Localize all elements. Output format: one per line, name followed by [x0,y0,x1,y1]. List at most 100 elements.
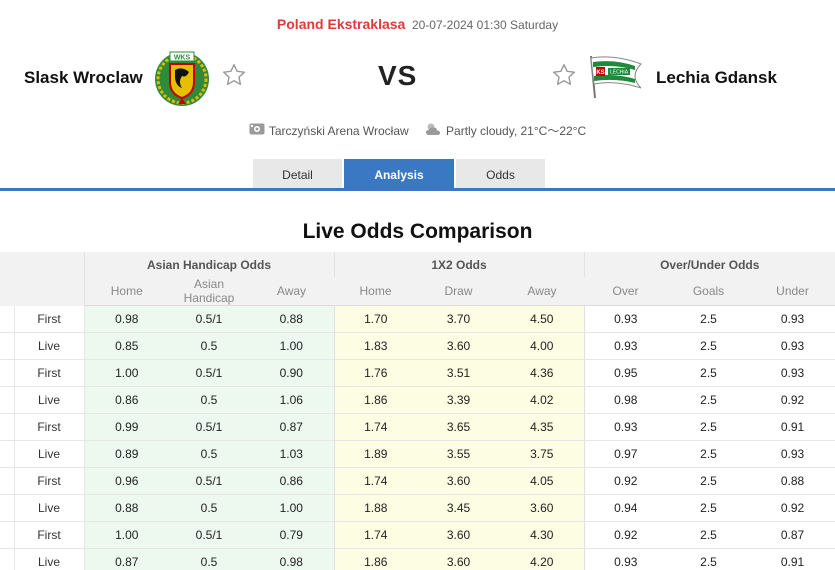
x12-draw-odds[interactable]: 3.39 [417,386,500,414]
ah-home-odds[interactable]: 1.00 [83,359,169,387]
x12-away-odds[interactable]: 4.20 [500,548,584,570]
away-team-name[interactable]: Lechia Gdansk [656,68,777,87]
home-team-logo-icon[interactable]: WKS [152,48,212,108]
ah-home-odds[interactable]: 0.89 [83,440,169,468]
row-type: First [14,521,85,549]
ah-home-odds[interactable]: 0.86 [83,386,169,414]
goals-line: 2.5 [667,332,750,360]
x12-draw-odds[interactable]: 3.65 [417,413,500,441]
x12-away-odds[interactable]: 4.36 [500,359,584,387]
x12-away-odds[interactable]: 4.50 [500,305,584,333]
over-odds[interactable]: 0.93 [583,413,667,441]
ah-home-odds[interactable]: 0.98 [83,305,169,333]
ah-home-odds[interactable]: 0.88 [83,494,169,522]
ah-away-odds[interactable]: 1.03 [249,440,334,468]
under-odds[interactable]: 0.92 [750,494,835,522]
live-odds-table: Asian Handicap Odds 1X2 Odds Over/Under … [0,252,835,570]
ah-away-odds[interactable]: 0.79 [249,521,334,549]
ah-home-odds[interactable]: 0.87 [83,548,169,570]
x12-draw-odds[interactable]: 3.55 [417,440,500,468]
league-name[interactable]: Poland Ekstraklasa [276,16,406,32]
ah-away-odds[interactable]: 0.90 [249,359,334,387]
over-odds[interactable]: 0.94 [583,494,667,522]
over-odds[interactable]: 0.92 [583,467,667,495]
x12-home-odds[interactable]: 1.83 [333,332,417,360]
svg-text:LECHIA: LECHIA [610,70,629,76]
under-odds[interactable]: 0.92 [750,386,835,414]
over-odds[interactable]: 0.98 [583,386,667,414]
over-odds[interactable]: 0.93 [583,548,667,570]
x12-draw-odds[interactable]: 3.60 [417,521,500,549]
x12-home-odds[interactable]: 1.74 [333,521,417,549]
x12-away-odds[interactable]: 4.00 [500,332,584,360]
goals-line: 2.5 [667,494,750,522]
x12-draw-odds[interactable]: 3.70 [417,305,500,333]
under-odds[interactable]: 0.93 [750,359,835,387]
row-type: Live [14,440,85,468]
tab-odds[interactable]: Odds [456,159,545,190]
x12-away-odds[interactable]: 4.35 [500,413,584,441]
over-odds[interactable]: 0.93 [583,305,667,333]
over-odds[interactable]: 0.92 [583,521,667,549]
ah-away-odds[interactable]: 1.06 [249,386,334,414]
ah-away-odds[interactable]: 1.00 [249,494,334,522]
x12-home-odds[interactable]: 1.76 [333,359,417,387]
col-goals: Goals [667,277,750,306]
x12-away-odds[interactable]: 3.60 [500,494,584,522]
under-odds[interactable]: 0.91 [750,413,835,441]
x12-home-odds[interactable]: 1.70 [333,305,417,333]
over-odds[interactable]: 0.95 [583,359,667,387]
venue-name: Tarczyński Arena Wrocław [268,123,409,138]
x12-away-odds[interactable]: 4.05 [500,467,584,495]
row-edge [0,467,15,495]
x12-home-odds[interactable]: 1.89 [333,440,417,468]
ah-home-odds[interactable]: 0.96 [83,467,169,495]
row-edge [0,386,15,414]
over-odds[interactable]: 0.97 [583,440,667,468]
table-row: First 1.00 0.5/1 0.90 1.76 3.51 4.36 0.95 2.5 0.9… [0,359,835,387]
goals-line: 2.5 [667,467,750,495]
x12-away-odds[interactable]: 4.02 [500,386,584,414]
ah-home-odds[interactable]: 0.99 [83,413,169,441]
ah-away-odds[interactable]: 1.00 [249,332,334,360]
x12-draw-odds[interactable]: 3.51 [417,359,500,387]
under-odds[interactable]: 0.93 [750,332,835,360]
x12-home-odds[interactable]: 1.88 [333,494,417,522]
x12-home-odds[interactable]: 1.74 [333,467,417,495]
ah-home-odds[interactable]: 0.85 [83,332,169,360]
tab-detail[interactable]: Detail [253,159,342,190]
home-favorite-star-icon[interactable] [221,62,247,88]
row-type: First [14,467,85,495]
under-odds[interactable]: 0.88 [750,467,835,495]
x12-draw-odds[interactable]: 3.60 [417,332,500,360]
x12-away-odds[interactable]: 4.30 [500,521,584,549]
x12-draw-odds[interactable]: 3.60 [417,548,500,570]
x12-away-odds[interactable]: 3.75 [500,440,584,468]
home-team-name[interactable]: Slask Wroclaw [24,68,143,87]
ah-handicap: 0.5 [169,386,249,414]
away-favorite-star-icon[interactable] [551,62,577,88]
away-team-logo-icon[interactable]: KS LECHIA [585,54,645,100]
row-edge [0,494,15,522]
ah-handicap: 0.5 [169,440,249,468]
x12-home-odds[interactable]: 1.74 [333,413,417,441]
under-odds[interactable]: 0.91 [750,548,835,570]
under-odds[interactable]: 0.93 [750,305,835,333]
x12-home-odds[interactable]: 1.86 [333,548,417,570]
tab-bar-underline [0,188,835,191]
under-odds[interactable]: 0.93 [750,440,835,468]
ah-away-odds[interactable]: 0.87 [249,413,334,441]
row-edge [0,305,15,333]
x12-draw-odds[interactable]: 3.60 [417,467,500,495]
table-row: Live 0.85 0.5 1.00 1.83 3.60 4.00 0.93 2.5 0.93 [0,332,835,360]
match-datetime: 20-07-2024 01:30 Saturday [411,18,559,32]
ah-away-odds[interactable]: 0.86 [249,467,334,495]
ah-away-odds[interactable]: 0.88 [249,305,334,333]
tab-analysis[interactable]: Analysis [344,159,454,190]
under-odds[interactable]: 0.87 [750,521,835,549]
ah-away-odds[interactable]: 0.98 [249,548,334,570]
over-odds[interactable]: 0.93 [583,332,667,360]
ah-home-odds[interactable]: 1.00 [83,521,169,549]
x12-home-odds[interactable]: 1.86 [333,386,417,414]
x12-draw-odds[interactable]: 3.45 [417,494,500,522]
